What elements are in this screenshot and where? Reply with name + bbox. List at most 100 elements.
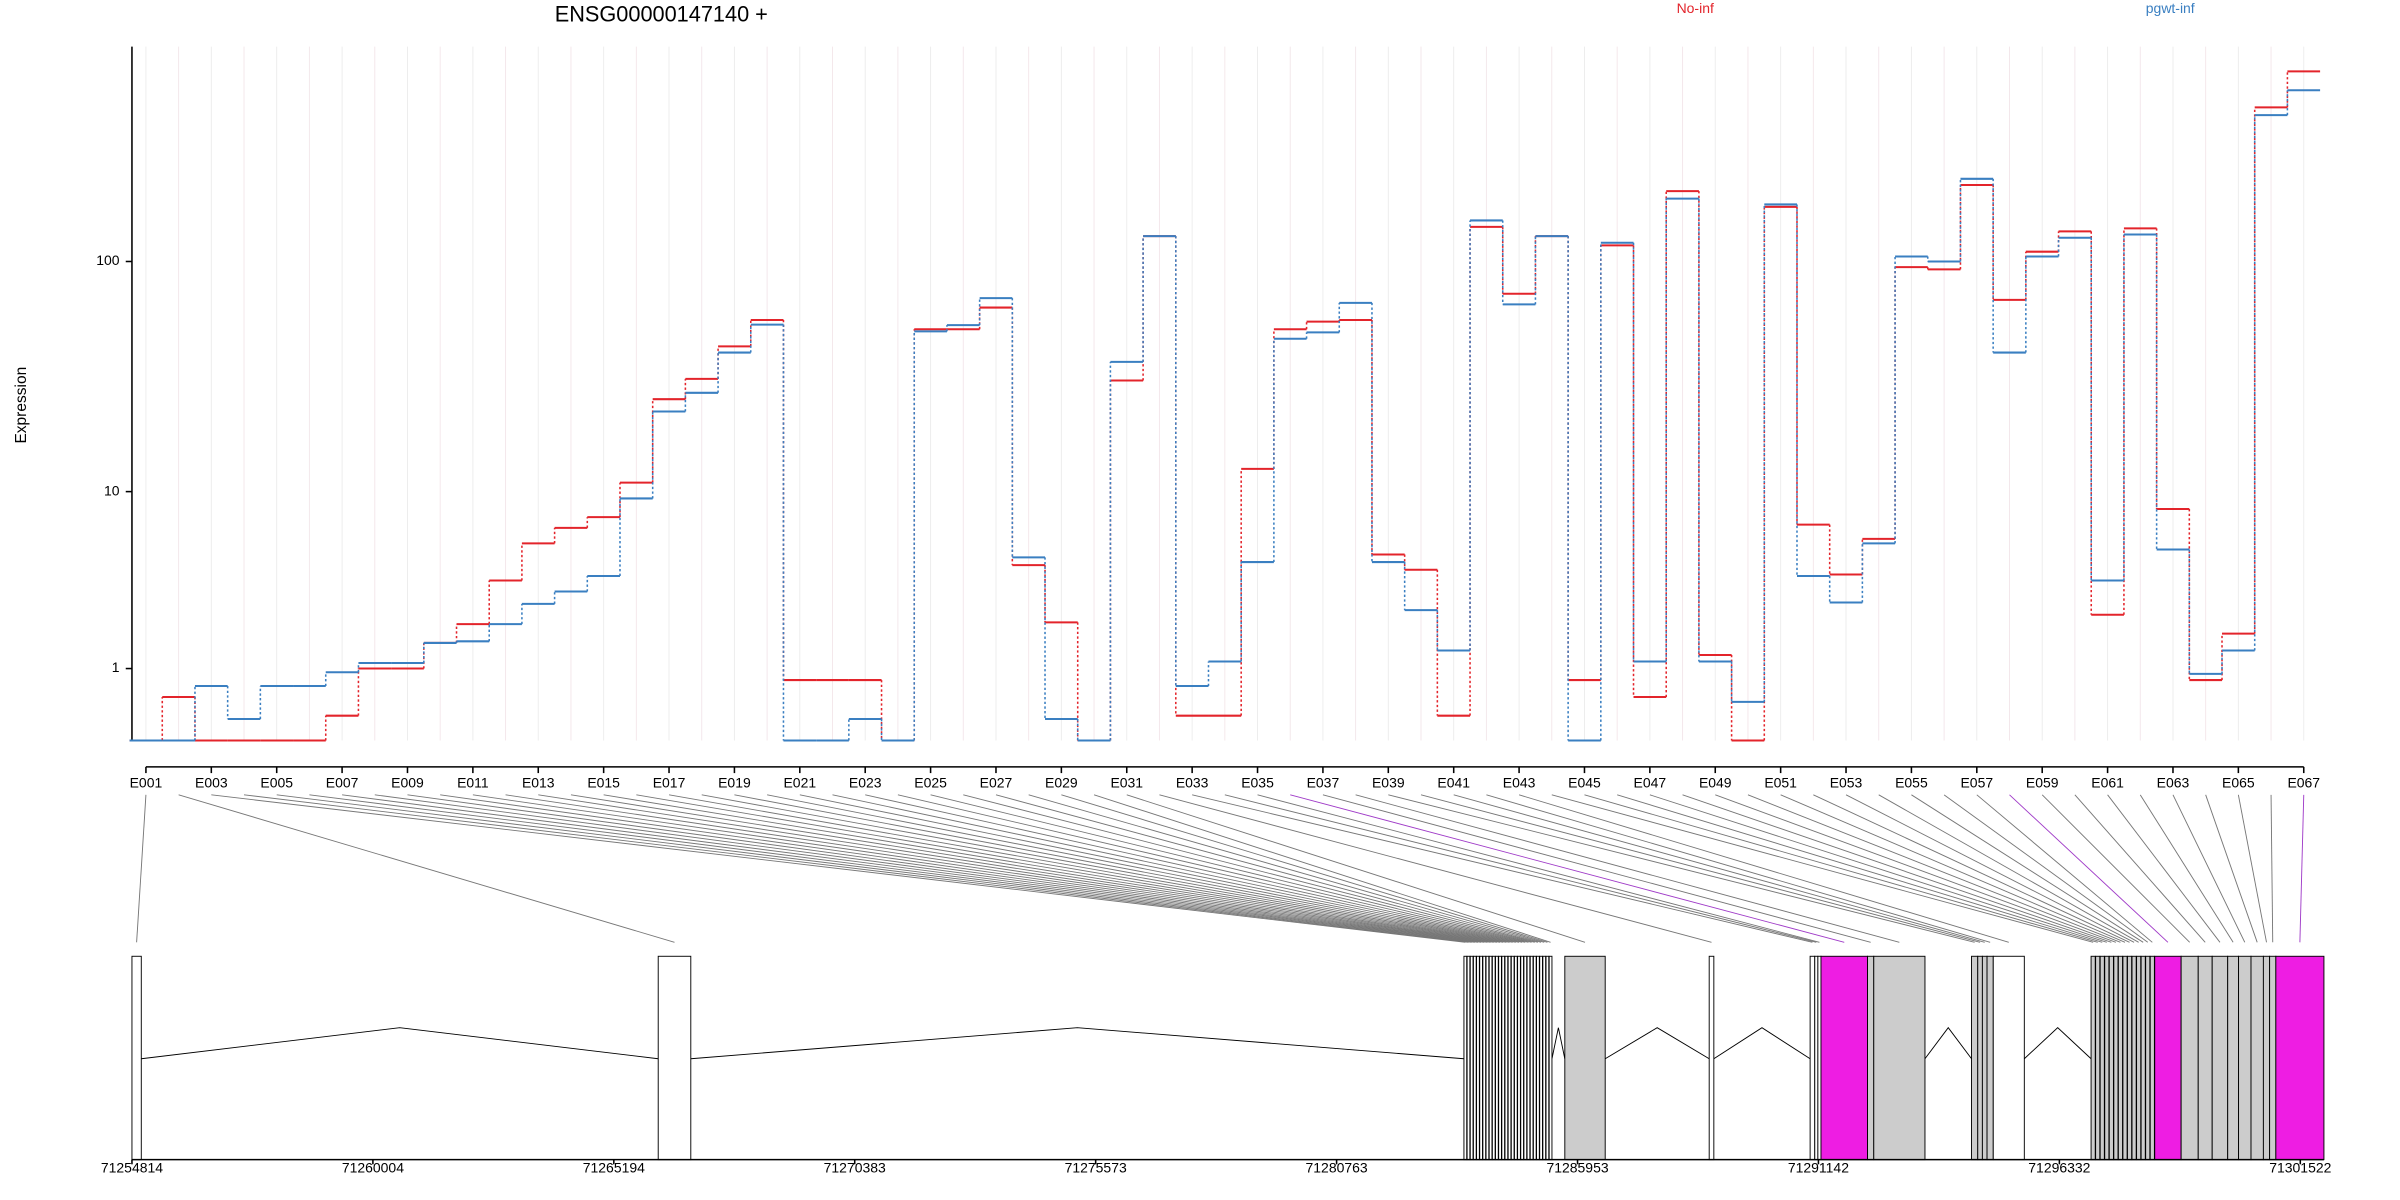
x-tick-label: E053 (1830, 775, 1863, 791)
exon-link (1780, 794, 2126, 943)
exon (1463, 955, 1468, 1161)
exon-link (767, 794, 1520, 943)
exon (1986, 955, 1994, 1161)
exon (1523, 955, 1528, 1161)
x-tick-label: E029 (1045, 775, 1078, 791)
exon (2154, 955, 2182, 1161)
exon-link (2299, 794, 2305, 943)
exon (1507, 955, 1512, 1161)
x-tick-label: E005 (260, 775, 293, 791)
exon-link (1584, 794, 2098, 943)
x-tick-label: E051 (1764, 775, 1797, 791)
exon (2262, 955, 2271, 1161)
exon-link (701, 794, 1513, 943)
exon-link (1093, 794, 1551, 943)
x-tick-label: 71291142 (1788, 1160, 1849, 1176)
exon-link (603, 794, 1504, 943)
exon (1520, 955, 1525, 1161)
exon (1539, 955, 1543, 1161)
x-tick-label: E021 (783, 775, 816, 791)
exon (2180, 955, 2199, 1161)
exon (2113, 955, 2119, 1161)
exon (2140, 955, 2146, 1161)
exon-link (1518, 794, 2009, 943)
x-tick-label: E031 (1110, 775, 1143, 791)
exon-link (2270, 794, 2274, 943)
x-tick-label: E025 (914, 775, 947, 791)
exon (2122, 955, 2128, 1161)
exon (2145, 955, 2151, 1161)
exon (1491, 955, 1496, 1161)
chart-title: ENSG00000147140 + (555, 1, 768, 26)
y-tick-label: 100 (96, 252, 120, 268)
exon (2238, 955, 2252, 1161)
exon (1466, 955, 1471, 1161)
exon-link (1878, 794, 2139, 943)
exon-link (1420, 794, 1981, 943)
exon (657, 955, 692, 1161)
exon (1536, 955, 1540, 1161)
exon-link (1617, 794, 2103, 943)
exon (1548, 955, 1553, 1161)
exon (1992, 955, 2025, 1161)
exon-link (1224, 794, 1817, 943)
legend-entry: pgwt-inf (2146, 0, 2195, 16)
x-tick-label: E047 (1634, 775, 1667, 791)
intron (1604, 1027, 1710, 1060)
exon (1482, 955, 1487, 1161)
exon (2099, 955, 2105, 1161)
exon-link (832, 794, 1526, 943)
exon (2227, 955, 2240, 1161)
exon (2117, 955, 2124, 1161)
exon-link (505, 794, 1494, 943)
exon-link (1126, 794, 1586, 943)
exon (1977, 955, 1983, 1161)
exon-link (995, 794, 1542, 943)
exon-link (211, 794, 1466, 943)
exon (1513, 955, 1518, 1161)
exon (1504, 955, 1509, 1161)
exon (1526, 955, 1531, 1161)
exon-link (1159, 794, 1712, 943)
x-tick-label: 71254814 (101, 1160, 163, 1176)
exon-link (1355, 794, 1900, 943)
exon (1867, 955, 1875, 1161)
exon (1479, 955, 1483, 1161)
exon-link (897, 794, 1532, 943)
intron (690, 1027, 1464, 1060)
exon-link (1257, 794, 1820, 943)
exon (1564, 955, 1606, 1161)
exon (2127, 955, 2133, 1161)
exon-link (538, 794, 1497, 943)
exon (1545, 955, 1550, 1161)
y-tick-label: 10 (104, 482, 120, 498)
exon-link (1845, 794, 2135, 943)
exon (2275, 955, 2325, 1161)
exon-link (309, 794, 1475, 943)
exon-link (668, 794, 1510, 943)
exon (2149, 955, 2155, 1161)
exon (2108, 955, 2114, 1161)
exon (1495, 955, 1499, 1161)
exon (131, 955, 142, 1161)
exon (2104, 955, 2110, 1161)
exon-link (440, 794, 1488, 943)
x-tick-label: E063 (2157, 775, 2190, 791)
exon (1820, 955, 1869, 1161)
exon-link (1028, 794, 1545, 943)
exon-link (472, 794, 1491, 943)
exon (2211, 955, 2229, 1161)
exon (2090, 955, 2096, 1161)
exon (2136, 955, 2142, 1161)
x-tick-label: E019 (718, 775, 751, 791)
x-tick-label: E003 (195, 775, 228, 791)
x-tick-label: 71301522 (2269, 1160, 2331, 1176)
x-tick-label: E035 (1241, 775, 1274, 791)
exon (2269, 955, 2277, 1161)
exon (1542, 955, 1547, 1161)
exon-link (1943, 794, 2149, 943)
exon (1532, 955, 1537, 1161)
exon-link (1976, 794, 2153, 943)
